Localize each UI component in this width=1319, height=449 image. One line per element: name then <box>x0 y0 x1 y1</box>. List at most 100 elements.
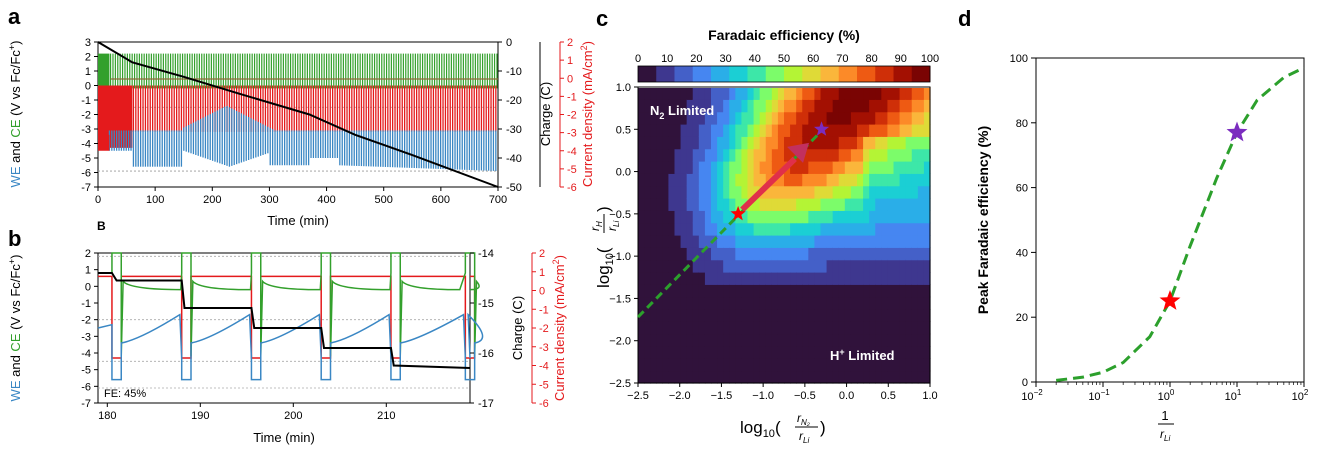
panel-c-heatmap-cell <box>692 296 700 310</box>
panel-c-heatmap-cell <box>899 247 907 261</box>
panel-c-heatmap-cell <box>802 284 809 298</box>
panel-c-heatmap-cell <box>765 309 773 322</box>
panel-c-heatmap-cell <box>869 198 876 211</box>
panel-c-heatmap-cell <box>747 99 755 113</box>
panel-c-heatmap-cell <box>704 99 712 113</box>
panel-c-heatmap-cell <box>680 346 688 359</box>
panel-c-heatmap-cell <box>717 370 724 384</box>
panel-c-heatmap-cell <box>826 185 834 199</box>
panel-c-xtick-label: 1.0 <box>922 390 937 402</box>
panel-c-heatmap-cell <box>790 333 797 347</box>
panel-c-heatmap-cell <box>686 358 694 372</box>
panel-d-ticks: 100 80 60 40 20 010−2 10−1 100 101 102 <box>1010 53 1309 403</box>
panel-c-heatmap-cell <box>893 296 901 310</box>
panel-c-heatmap-cell <box>790 346 797 359</box>
panel-c-heatmap-cell <box>650 346 657 359</box>
panel-c-heatmap-cell <box>753 136 761 150</box>
panel-c-heatmap-cell <box>899 346 907 359</box>
panel-b-ylabel-sup: + <box>7 259 17 264</box>
panel-c-heatmap-cell <box>887 235 895 248</box>
panel-c-heatmap-cell <box>729 309 736 322</box>
panel-c-heatmap-cell <box>784 87 791 100</box>
panel-c-heatmap-cell <box>711 333 718 347</box>
panel-c-heatmap-cell <box>668 358 676 372</box>
panel-c-heatmap-cell <box>893 259 901 273</box>
panel-c-heatmap-cell <box>674 259 682 273</box>
panel-c-heatmap-cell <box>808 235 816 248</box>
panel-c-heatmap-cell <box>692 198 700 211</box>
panel-c-heatmap-cell <box>869 210 876 224</box>
panel-c-heatmap-cell <box>668 173 676 187</box>
panel-c-heatmap-cell <box>850 235 858 248</box>
panel-c-heatmap-cell <box>838 124 846 137</box>
panel-c-heatmap-cell <box>814 185 822 199</box>
panel-c-heatmap-cell <box>899 136 907 150</box>
panel-c-heatmap-cell <box>790 210 797 224</box>
panel-b-ce-line <box>98 252 480 357</box>
panel-c-heatmap-cell <box>662 321 670 335</box>
panel-c-heatmap-cell <box>838 272 846 285</box>
panel-c-heatmap-cell <box>674 321 682 335</box>
panel-c-heatmap-cell <box>917 210 925 224</box>
panel-c-heatmap-cell <box>814 247 822 261</box>
panel-c-heatmap-cell <box>656 148 663 162</box>
panel-b-ytick-label: -2 <box>81 315 91 327</box>
panel-a-ytick-label: -5 <box>81 153 91 165</box>
panel-c-heatmap-cell <box>857 124 864 137</box>
panel-c-heatmap-cell <box>857 210 864 224</box>
panel-c-heatmap-cell <box>674 346 682 359</box>
panel-c-heatmap-cell <box>717 111 724 125</box>
panel-c-heatmap-cell <box>759 259 767 273</box>
panel-c-heatmap-cell <box>644 259 651 273</box>
panel-c-heatmap-cell <box>923 272 931 285</box>
panel-c-heatmap-cell <box>723 259 730 273</box>
panel-c-heatmap-cell <box>881 198 889 211</box>
panel-c-heatmap-cell <box>741 173 749 187</box>
panel-c-heatmap-cell <box>857 136 864 150</box>
panel-c-heatmap-cell <box>790 136 797 150</box>
panel-c-heatmap-cell <box>808 296 816 310</box>
panel-c-heatmap-cell <box>753 173 761 187</box>
panel-c-heatmap-cell <box>650 99 657 113</box>
panel-a-ylabel-unit: (V vs Fc/Fc <box>8 50 23 120</box>
panel-c-heatmap-cell <box>887 185 895 199</box>
panel-c-heatmap-cell <box>905 272 913 285</box>
panel-c-heatmap-cell <box>844 272 852 285</box>
panel-c-xtick-label: −1.5 <box>711 390 733 402</box>
panel-c-heatmap-cell <box>814 296 822 310</box>
panel-c-heatmap-cell <box>784 247 791 261</box>
panel-b-ytick-label: -4 <box>81 348 91 360</box>
panel-c-heatmap-cell <box>650 333 657 347</box>
panel-c-heatmap-cell <box>686 161 694 174</box>
panel-c-heatmap-cell <box>777 210 785 224</box>
panel-c-heatmap-cell <box>796 309 803 322</box>
panel-c-heatmap-cell <box>668 210 676 224</box>
panel-c-heatmap-cell <box>850 210 858 224</box>
panel-c-heatmap-cell <box>674 148 682 162</box>
panel-c-heatmap-cell <box>771 87 779 100</box>
panel-c-heatmap-cell <box>759 136 767 150</box>
panel-c-heatmap-cell <box>668 222 676 236</box>
panel-c-heatmap-cell <box>735 247 743 261</box>
panel-c-heatmap-cell <box>802 111 809 125</box>
panel-c-heatmap-cell <box>850 136 858 150</box>
panel-c-heatmap-cell <box>796 136 803 150</box>
panel-c-heatmap-cell <box>644 222 651 236</box>
panel-b-ylabel-ce: CE <box>8 333 23 351</box>
panel-c-heatmap-cell <box>796 321 803 335</box>
panel-c-heatmap-cell <box>814 173 822 187</box>
panel-c-heatmap-cell <box>741 210 749 224</box>
panel-c-heatmap-cell <box>820 284 828 298</box>
panel-c-heatmap-cell <box>802 259 809 273</box>
panel-a-ytick-label: 1 <box>85 66 91 78</box>
panel-c-heatmap-cell <box>650 309 657 322</box>
panel-c-colorbar: 0 10 20 30 40 50 60 70 80 90 100 <box>635 53 939 83</box>
panel-b-ytick-label: -1 <box>81 298 91 310</box>
panel-b-ylabel: WE and CE (V vs Fc/Fc+) <box>7 255 23 402</box>
panel-c-heatmap-cell <box>741 284 749 298</box>
panel-a-xtick-label: 300 <box>260 194 278 206</box>
panel-c-xtick-label: −0.5 <box>794 390 816 402</box>
panel-c-heatmap-cell <box>923 222 931 236</box>
panel-c-heatmap-cell <box>686 346 694 359</box>
panel-c-heatmap-cell <box>747 321 755 335</box>
